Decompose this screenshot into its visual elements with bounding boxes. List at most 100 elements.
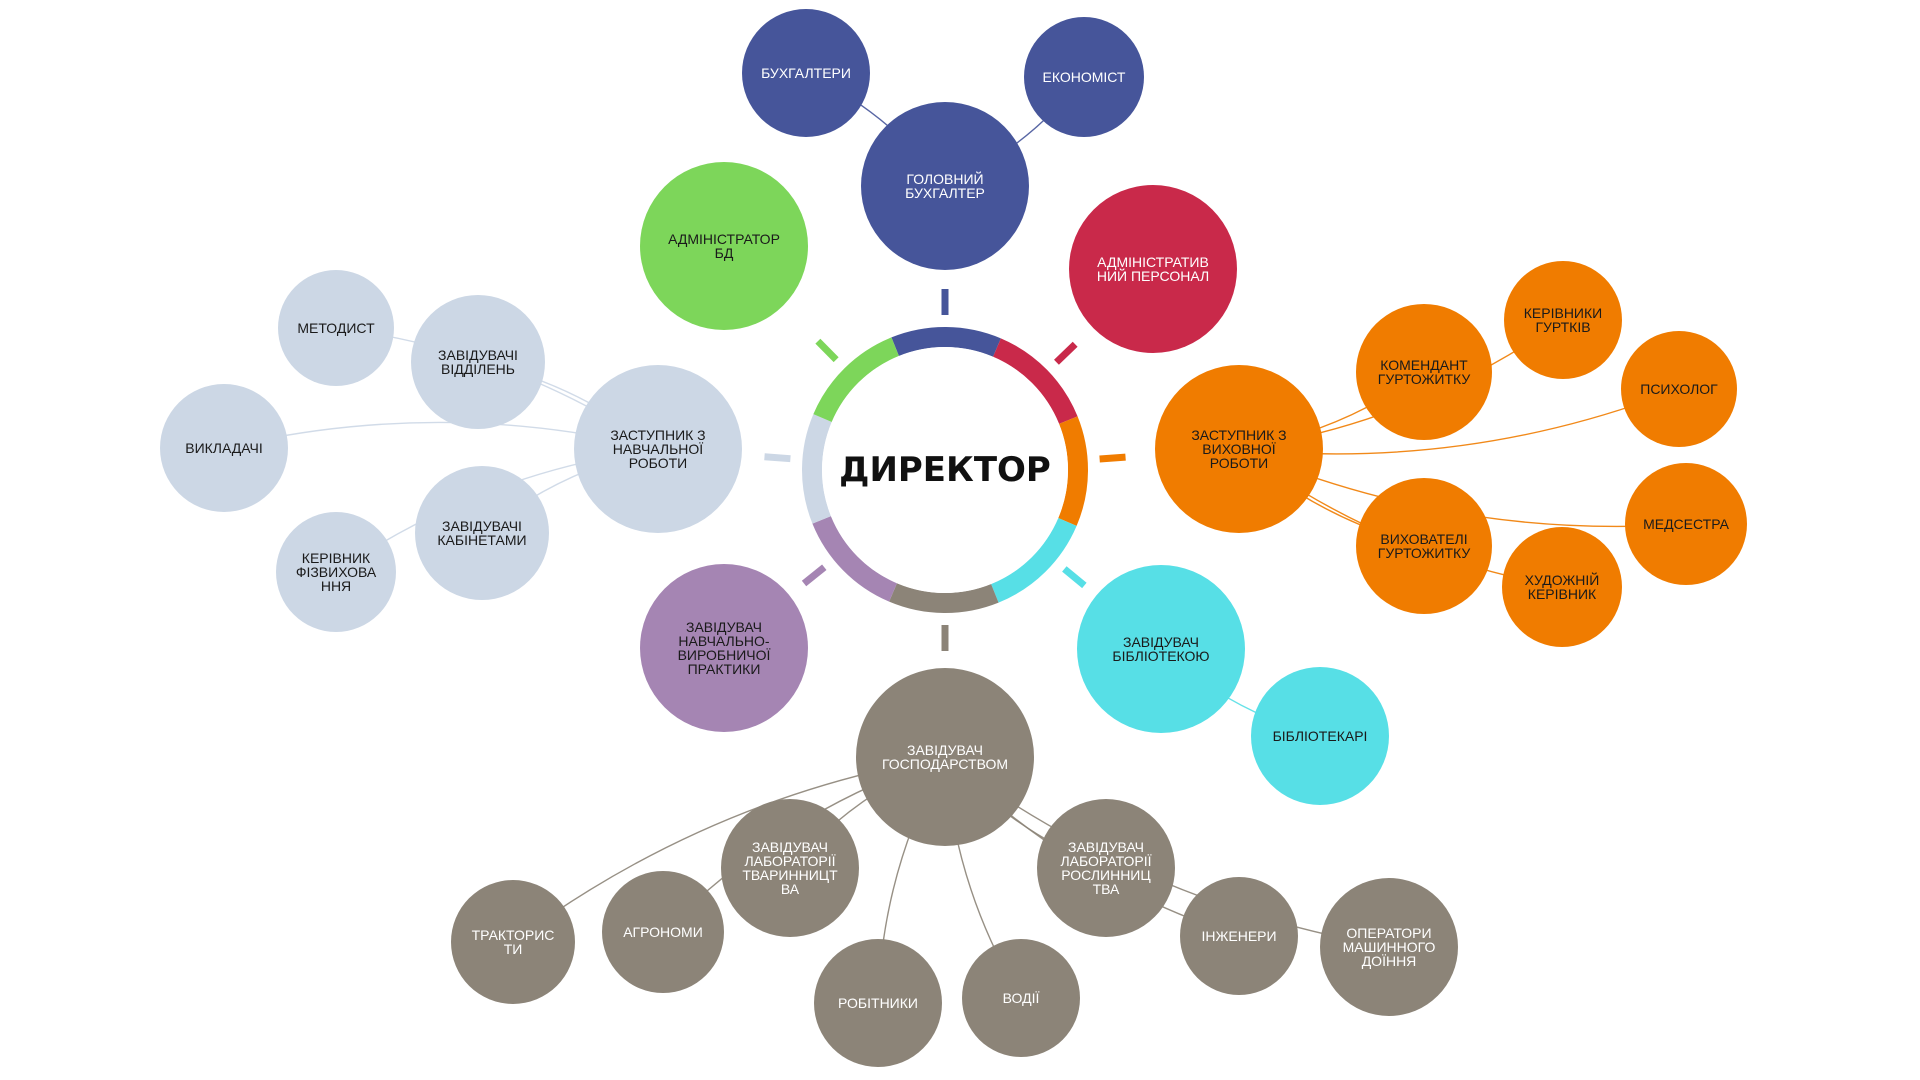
ring-segment-practice — [812, 515, 898, 602]
node-label-cabinet-heads-1: КАБІНЕТАМИ — [437, 532, 526, 548]
node-circle-milking-operators — [1320, 878, 1458, 1016]
node-circle-engineers — [1180, 877, 1298, 995]
node-label-art-director-0: ХУДОЖНІЙ — [1525, 571, 1600, 588]
node-circle-tractor-drivers — [451, 880, 575, 1004]
node-label-tractor-drivers-1: ТИ — [504, 941, 523, 957]
node-label-deputy-education-1: НАВЧАЛЬНОЇ — [613, 441, 704, 457]
node-circle-nurse — [1625, 463, 1747, 585]
node-label-chief-accountant-0: ГОЛОВНИЙ — [906, 170, 983, 187]
node-label-deputy-education-0: ЗАСТУПНИК З — [610, 427, 705, 443]
node-label-library-head-1: БІБЛІОТЕКОЮ — [1112, 648, 1209, 664]
node-label-practice-head-3: ПРАКТИКИ — [688, 661, 761, 677]
node-label-club-heads-1: ГУРТКІВ — [1535, 319, 1590, 335]
node-label-milking-operators-1: МАШИННОГО — [1343, 939, 1436, 955]
ring-segment-accounting — [891, 327, 1001, 357]
node-label-milking-operators-2: ДОЇННЯ — [1362, 953, 1417, 969]
node-label-dept-heads-0: ЗАВІДУВАЧІ — [438, 347, 518, 363]
node-label-psychologist-0: ПСИХОЛОГ — [1640, 381, 1718, 397]
node-label-deputy-upbringing-0: ЗАСТУПНИК З — [1191, 427, 1286, 443]
node-teachers: ВИКЛАДАЧІ — [160, 384, 288, 512]
node-label-practice-head-2: ВИРОБНИЧОЇ — [678, 647, 771, 663]
node-circle-dorm-commandant — [1356, 304, 1492, 440]
node-label-deputy-upbringing-2: РОБОТИ — [1210, 455, 1268, 471]
node-circle-club-heads — [1504, 261, 1622, 379]
node-label-dorm-tutors-0: ВИХОВАТЕЛІ — [1380, 531, 1467, 547]
node-label-household-head-0: ЗАВІДУВАЧ — [907, 742, 983, 758]
director-ring — [802, 327, 1088, 613]
node-label-crop-lab-head-3: ТВА — [1093, 881, 1120, 897]
node-circle-drivers — [962, 939, 1080, 1057]
node-circle-pe-head — [276, 512, 396, 632]
node-circle-librarians — [1251, 667, 1389, 805]
node-label-dorm-commandant-0: КОМЕНДАНТ — [1380, 357, 1468, 373]
node-circle-deputy-education — [574, 365, 742, 533]
spoke-deputy-upbringing — [1099, 453, 1126, 463]
node-label-crop-lab-head-2: РОСЛИННИЦ — [1061, 867, 1151, 883]
node-label-cabinet-heads-0: ЗАВІДУВАЧІ — [442, 518, 522, 534]
node-label-pe-head-2: ННЯ — [321, 578, 351, 594]
node-label-methodist-0: МЕТОДИСТ — [297, 320, 375, 336]
node-circle-practice-head — [640, 564, 808, 732]
spoke-admin-staff — [1054, 341, 1078, 365]
node-agronomists: АГРОНОМИ — [602, 871, 724, 993]
node-label-livestock-lab-head-3: ВА — [781, 881, 800, 897]
node-label-drivers-0: ВОДІЇ — [1003, 990, 1040, 1006]
node-circle-cabinet-heads — [415, 466, 549, 600]
spoke-admin-db — [815, 338, 839, 363]
node-drivers: ВОДІЇ — [962, 939, 1080, 1057]
node-label-librarians-0: БІБЛІОТЕКАРІ — [1273, 728, 1368, 744]
node-circle-accountants — [742, 9, 870, 137]
node-label-deputy-education-2: РОБОТИ — [629, 455, 687, 471]
node-accountants: БУХГАЛТЕРИ — [742, 9, 870, 137]
node-circle-workers — [814, 939, 942, 1067]
spoke-practice-head — [801, 564, 827, 587]
node-psychologist: ПСИХОЛОГ — [1621, 331, 1737, 447]
node-label-crop-lab-head-1: ЛАБОРАТОРІЇ — [1060, 853, 1151, 869]
ring-segment-library — [990, 517, 1077, 603]
ring-segment-admin_staff — [992, 338, 1078, 425]
node-label-accountants-0: БУХГАЛТЕРИ — [761, 65, 851, 81]
node-workers: РОБІТНИКИ — [814, 939, 942, 1067]
node-label-agronomists-0: АГРОНОМИ — [623, 924, 703, 940]
ring-segment-admin_db — [813, 337, 900, 423]
node-circle-dorm-tutors — [1356, 478, 1492, 614]
node-circle-methodist — [278, 270, 394, 386]
node-economist: ЕКОНОМІСТ — [1024, 17, 1144, 137]
node-label-crop-lab-head-0: ЗАВІДУВАЧ — [1068, 839, 1144, 855]
node-label-admin-db-1: БД — [715, 245, 734, 261]
node-circle-admin-staff — [1069, 185, 1237, 353]
node-label-engineers-0: ІНЖЕНЕРИ — [1201, 928, 1276, 944]
node-nurse: МЕДСЕСТРА — [1625, 463, 1747, 585]
node-label-art-director-1: КЕРІВНИК — [1528, 586, 1597, 602]
spoke-library-head — [1062, 566, 1087, 589]
node-circle-teachers — [160, 384, 288, 512]
node-label-library-head-0: ЗАВІДУВАЧ — [1123, 634, 1199, 650]
ring-segment-education — [802, 414, 832, 524]
director-label: ДИРЕКТОР — [839, 450, 1051, 490]
node-circle-admin-db — [640, 162, 808, 330]
ring-segment-upbringing — [1058, 416, 1088, 526]
node-circle-art-director — [1502, 527, 1622, 647]
node-circle-library-head — [1077, 565, 1245, 733]
node-label-household-head-1: ГОСПОДАРСТВОМ — [882, 756, 1008, 772]
director-circle — [822, 347, 1068, 593]
node-label-dorm-commandant-1: ГУРТОЖИТКУ — [1378, 371, 1471, 387]
ring-segment-household — [889, 583, 999, 613]
